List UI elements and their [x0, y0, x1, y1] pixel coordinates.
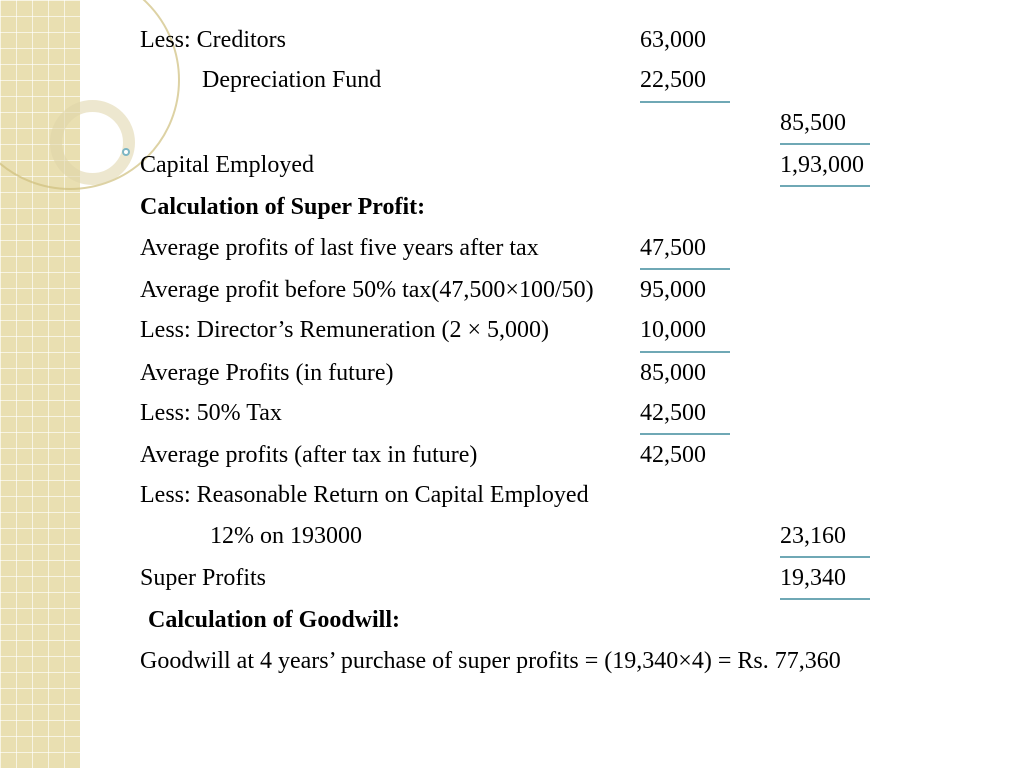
- line-creditors: Less: Creditors 63,000: [140, 20, 1000, 60]
- label-less-tax: Less: 50% Tax: [140, 393, 620, 435]
- label-creditors: Less: Creditors: [140, 20, 620, 60]
- goodwill-sentence: Goodwill at 4 years’ purchase of super p…: [140, 641, 841, 681]
- label-avg-before-tax: Average profit before 50% tax(47,500×100…: [140, 270, 620, 310]
- heading-goodwill-text: Calculation of Goodwill:: [140, 600, 400, 640]
- value-less-tax: 42,500: [640, 393, 730, 435]
- label-director-rem: Less: Director’s Remuneration (2 × 5,000…: [140, 310, 620, 352]
- line-subtotal-85500: 85,500: [140, 103, 1000, 145]
- line-avg-after-tax-future: Average profits (after tax in future) 42…: [140, 435, 1000, 475]
- decorative-circle-small: [50, 100, 135, 185]
- label-avg-after-tax: Average profits of last five years after…: [140, 228, 620, 270]
- slide-content: Less: Creditors 63,000 Depreciation Fund…: [140, 20, 1000, 681]
- line-director-rem: Less: Director’s Remuneration (2 × 5,000…: [140, 310, 1000, 352]
- line-avg-future: Average Profits (in future) 85,000: [140, 353, 1000, 393]
- value-avg-future: 85,000: [640, 353, 730, 393]
- line-goodwill: Goodwill at 4 years’ purchase of super p…: [140, 641, 1000, 681]
- value-avg-after-tax-future: 42,500: [640, 435, 730, 475]
- line-avg-after-tax: Average profits of last five years after…: [140, 228, 1000, 270]
- label-super-profits: Super Profits: [140, 558, 620, 600]
- line-less-tax: Less: 50% Tax 42,500: [140, 393, 1000, 435]
- line-super-profits: Super Profits 19,340: [140, 558, 1000, 600]
- value-subtotal: 85,500: [780, 103, 870, 145]
- value-avg-before-tax: 95,000: [640, 270, 730, 310]
- heading-goodwill: Calculation of Goodwill:: [140, 600, 1000, 640]
- label-reasonable-return: Less: Reasonable Return on Capital Emplo…: [140, 475, 620, 515]
- line-reasonable-return-sub: 12% on 193000 23,160: [140, 516, 1000, 558]
- line-avg-before-tax: Average profit before 50% tax(47,500×100…: [140, 270, 1000, 310]
- heading-super-profit: Calculation of Super Profit:: [140, 187, 1000, 227]
- value-super-profits: 19,340: [780, 558, 870, 600]
- line-depreciation-fund: Depreciation Fund 22,500: [140, 60, 1000, 102]
- value-creditors: 63,000: [640, 20, 730, 60]
- value-capital-employed: 1,93,000: [780, 145, 870, 187]
- decorative-dot: [122, 148, 130, 156]
- value-director-rem: 10,000: [640, 310, 730, 352]
- value-reasonable-return: 23,160: [780, 516, 870, 558]
- line-reasonable-return: Less: Reasonable Return on Capital Emplo…: [140, 475, 1000, 515]
- label-reasonable-return-sub: 12% on 193000: [140, 516, 620, 558]
- label-capital-employed: Capital Employed: [140, 145, 620, 187]
- value-avg-after-tax: 47,500: [640, 228, 730, 270]
- line-capital-employed: Capital Employed 1,93,000: [140, 145, 1000, 187]
- label-dep-fund: Depreciation Fund: [140, 60, 620, 102]
- heading-super-profit-text: Calculation of Super Profit:: [140, 187, 620, 227]
- value-dep-fund: 22,500: [640, 60, 730, 102]
- label-avg-future: Average Profits (in future): [140, 353, 620, 393]
- label-avg-after-tax-future: Average profits (after tax in future): [140, 435, 620, 475]
